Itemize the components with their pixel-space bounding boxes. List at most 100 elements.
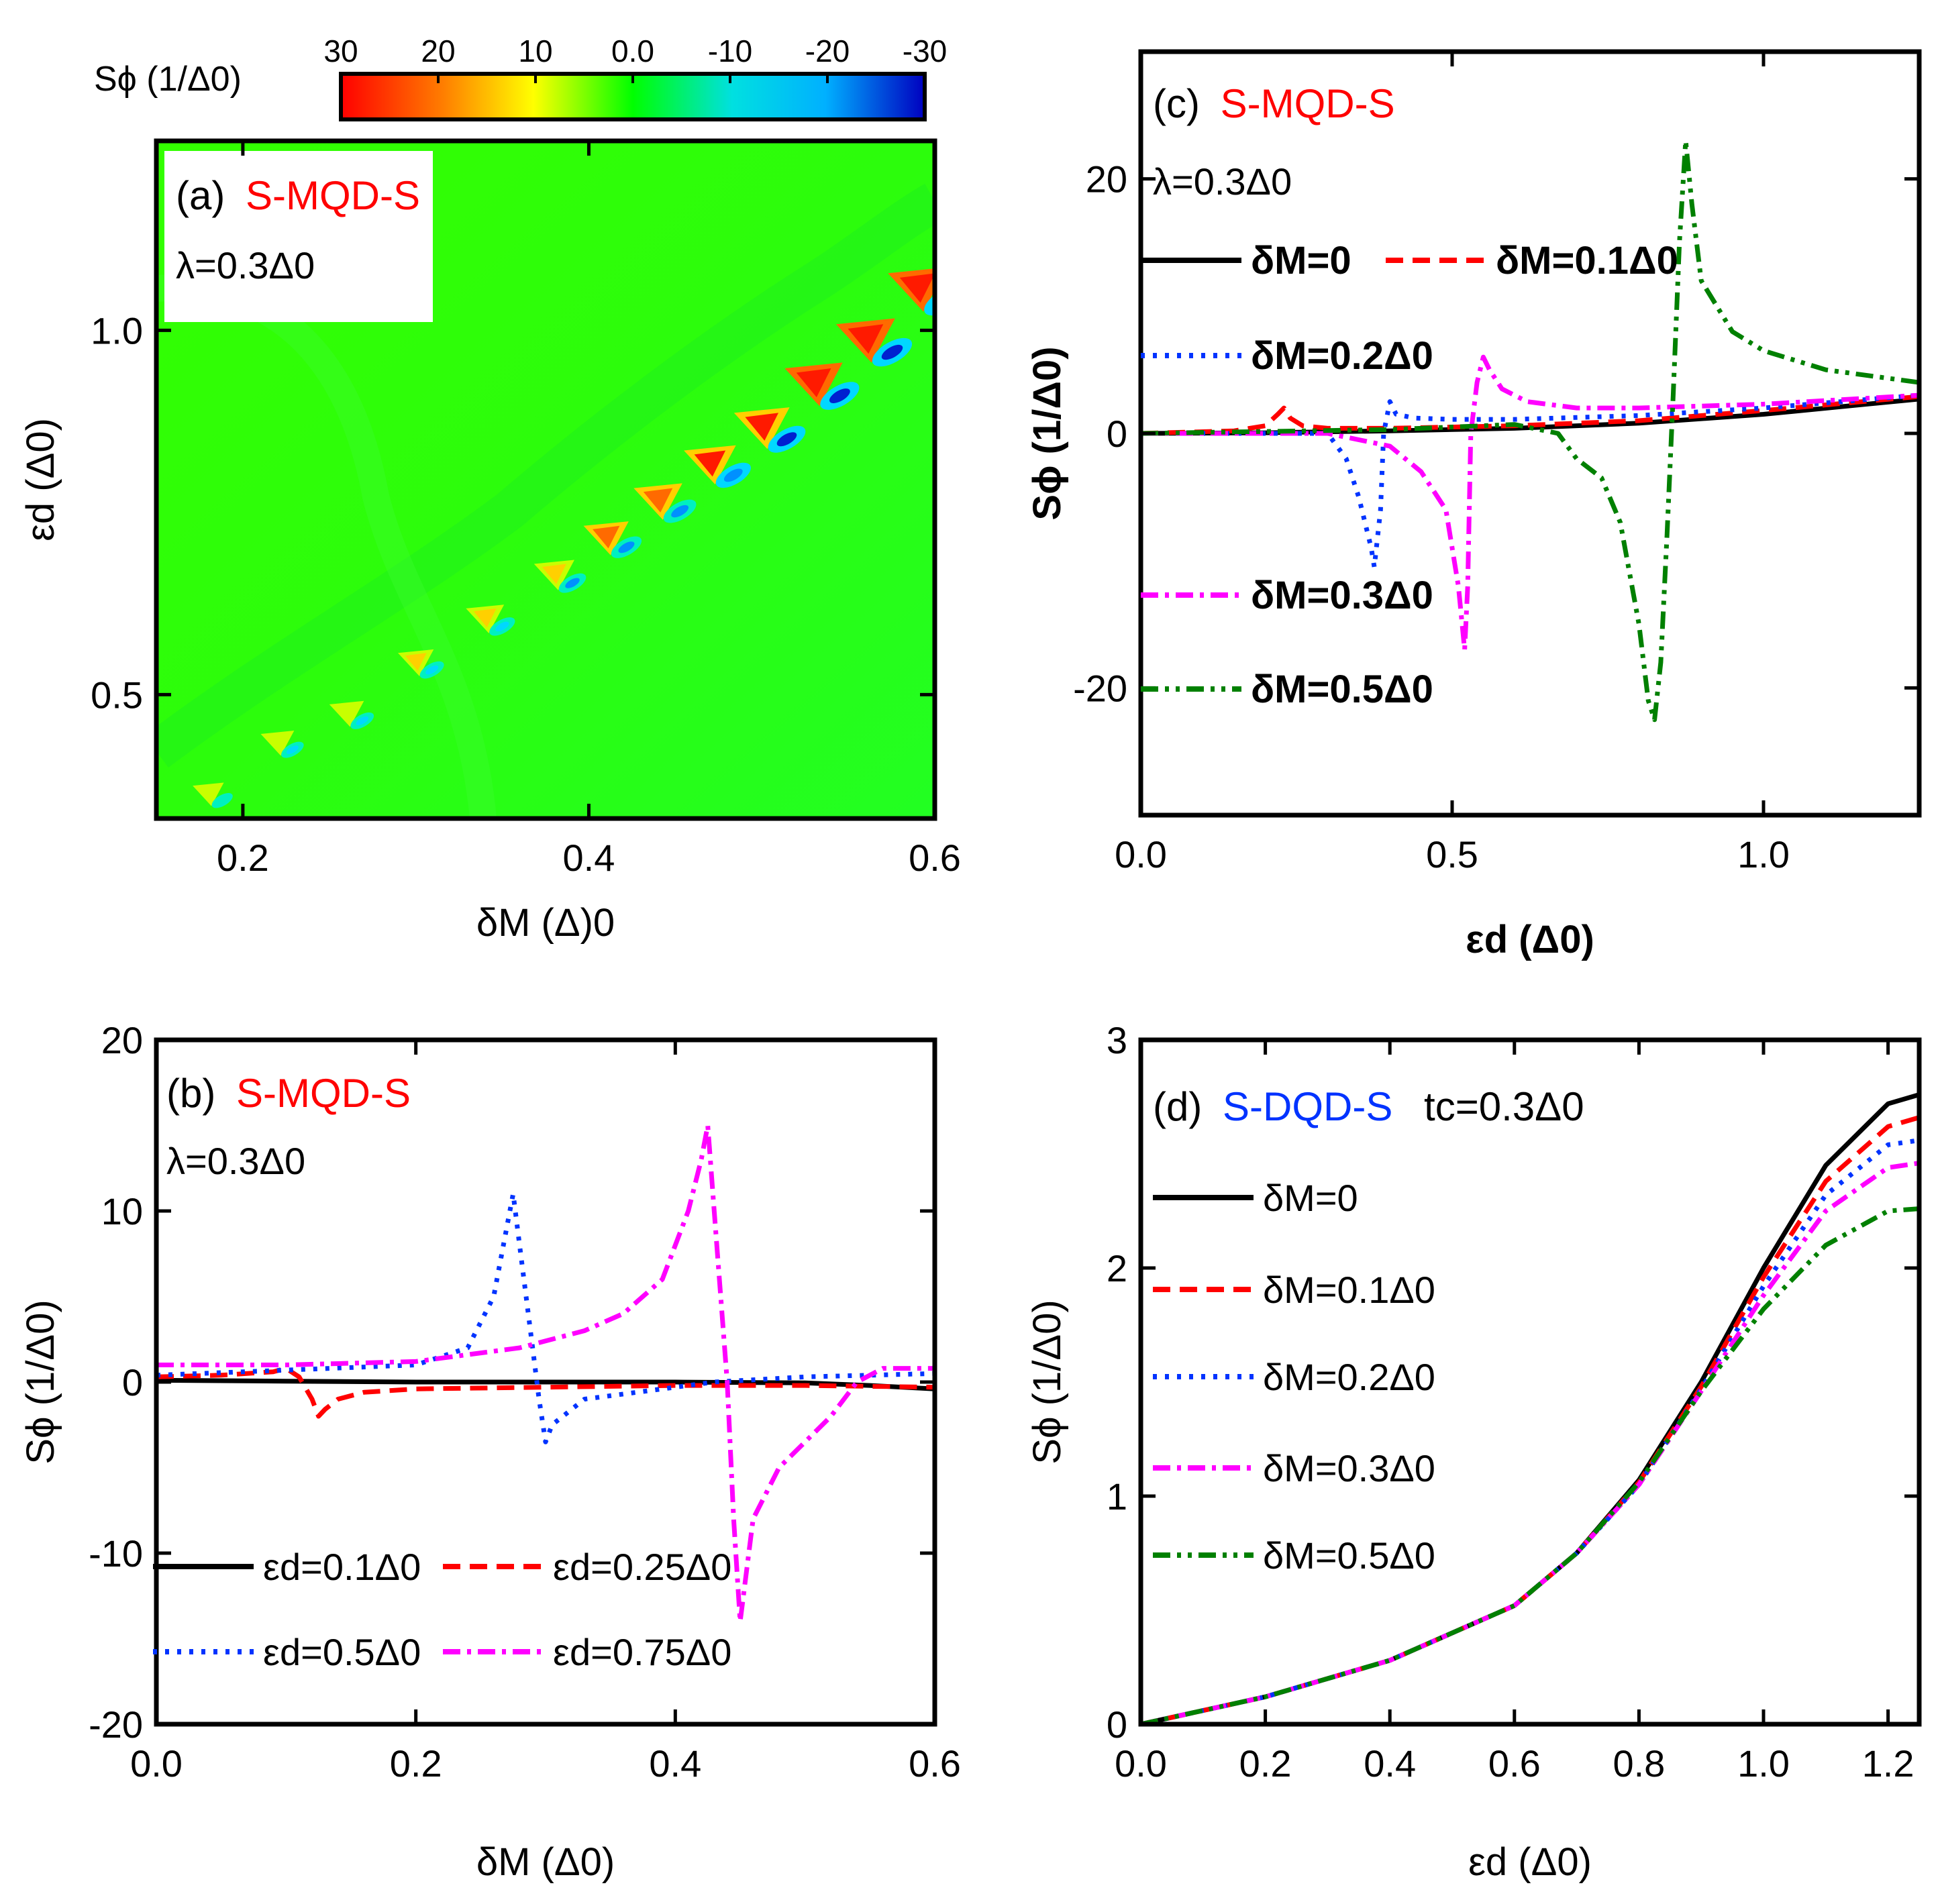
- panel-a-ylabel: εd (Δ0): [19, 418, 62, 541]
- panel-a-axes: 0.2 0.4 0.6 0.5 1.0: [91, 141, 961, 879]
- panel-c-xtick-label: 1.0: [1737, 833, 1790, 876]
- panel-c-ytick-label: 0: [1107, 413, 1127, 455]
- panel-d-xlabel: εd (Δ0): [1468, 1840, 1592, 1884]
- svg-text:(c) S-MQD-S: (c) S-MQD-S: [1153, 81, 1395, 126]
- panel-d-legend-label-2: δM=0.2Δ0: [1263, 1356, 1435, 1398]
- heatmap-lobe-negative: [565, 578, 580, 588]
- colorbar-tick-label: 0.0: [611, 34, 654, 68]
- panel-b-legend-label-2: εd=0.5Δ0: [263, 1631, 421, 1673]
- panel-b-legend-label-1: εd=0.25Δ0: [553, 1546, 731, 1588]
- panel-d-ylabel: Sϕ (1/Δ0): [1025, 1300, 1069, 1464]
- panel-d-xtick-label: 1.2: [1862, 1742, 1915, 1785]
- panel-b-param: λ=0.3Δ0: [166, 1140, 305, 1182]
- panel-a-system: S-MQD-S: [246, 173, 420, 218]
- heatmap-lobe-positive: [267, 733, 288, 751]
- panel-d-xtick-label: 0.8: [1613, 1742, 1665, 1785]
- heatmap-lobe-negative: [216, 796, 228, 805]
- heatmap-frame: [154, 138, 937, 821]
- heatmap-lobe-negative: [829, 388, 850, 403]
- panel-c-label: (c): [1153, 81, 1200, 126]
- svg-text:(b) S-MQD-S: (b) S-MQD-S: [166, 1071, 411, 1116]
- panel-a-label-box: [164, 151, 433, 322]
- panel-c-xlabel: εd (Δ0): [1466, 918, 1594, 961]
- panel-d-frame: [1138, 1037, 1922, 1727]
- panel-a-xtick-label: 0.4: [563, 837, 615, 879]
- panel-b-series-line-0: [156, 1377, 935, 1391]
- panel-b-xlabel: δM (Δ0): [476, 1840, 615, 1884]
- heatmap-lobe-positive: [899, 273, 935, 303]
- heatmap-lobe-positive: [643, 488, 673, 513]
- panel-c-ylabel: Sϕ (1/Δ0): [1025, 346, 1069, 520]
- panel-b-ytick-label: -20: [89, 1703, 143, 1746]
- panel-b-xtick-label: 0.2: [390, 1742, 442, 1785]
- panel-b-series: [156, 1123, 935, 1624]
- panel-d-legend-label-0: δM=0: [1263, 1177, 1358, 1219]
- panel-b-ytick-label: 0: [122, 1361, 143, 1404]
- heatmap-lobe-negative: [356, 716, 369, 725]
- colorbar-label: Sϕ (1/Δ0): [94, 60, 242, 99]
- resonance-lobes: [193, 268, 935, 808]
- panel-d-param: tc=0.3Δ0: [1424, 1084, 1584, 1129]
- heatmap-lobe-positive: [336, 704, 358, 722]
- panel-c-xtick-label: 0.0: [1115, 833, 1167, 876]
- panel-b-legend-label-3: εd=0.75Δ0: [553, 1631, 731, 1673]
- panel-d-ytick-label: 3: [1107, 1019, 1127, 1061]
- panel-b-xtick-label: 0.6: [909, 1742, 961, 1785]
- panel-c-legend: δM=0 δM=0.1Δ0 δM=0.2Δ0 δM=0.3Δ0 δM=0.5Δ0: [1141, 239, 1678, 711]
- panel-c-legend-label-2: δM=0.2Δ0: [1251, 334, 1433, 378]
- panel-c-legend-label-0: δM=0: [1251, 239, 1351, 282]
- panel-b-xtick-label: 0.0: [130, 1742, 183, 1785]
- panel-b-axes: 0.0 0.2 0.4 0.6 -20 -10 0 10 20: [89, 1019, 961, 1785]
- heatmap-lobe-negative: [671, 505, 689, 518]
- heatmap-lobe-positive: [745, 413, 779, 441]
- panel-c-series-line-3: [1141, 354, 1919, 652]
- panel-b-series-line-2: [156, 1192, 935, 1444]
- panel-a-label: (a): [176, 173, 225, 218]
- panel-b-series-line-1: [156, 1366, 935, 1419]
- heatmap-lobe-negative: [881, 344, 903, 360]
- panel-b-ylabel: Sϕ (1/Δ0): [19, 1300, 62, 1464]
- heatmap-lobe-positive: [473, 608, 497, 628]
- panel-c-series-line-4: [1141, 138, 1919, 723]
- heatmap-lobe-positive: [542, 564, 566, 584]
- panel-b-xtick-label: 0.4: [649, 1742, 701, 1785]
- panel-d-legend-label-1: δM=0.1Δ0: [1263, 1269, 1435, 1311]
- panel-c-axes: 0.0 0.5 1.0 -20 0 20: [1073, 52, 1919, 876]
- panel-d-axes: 0.0 0.2 0.4 0.6 0.8 1.0 1.2 0 1 2 3: [1107, 1019, 1919, 1785]
- panel-c-legend-label-3: δM=0.3Δ0: [1251, 574, 1433, 617]
- panel-c-xtick-label: 0.5: [1426, 833, 1478, 876]
- panel-a-param: λ=0.3Δ0: [176, 244, 315, 286]
- panel-d-series-line-1: [1141, 1115, 1919, 1724]
- panel-b-system: S-MQD-S: [236, 1071, 411, 1116]
- heatmap-lobe-negative: [618, 541, 635, 553]
- panel-d-legend-label-4: δM=0.5Δ0: [1263, 1534, 1435, 1577]
- panel-d-ytick-label: 2: [1107, 1247, 1127, 1289]
- heatmap-lobe-negative: [723, 468, 743, 482]
- panel-d-xtick-label: 0.2: [1239, 1742, 1292, 1785]
- panel-d-series-line-2: [1141, 1138, 1919, 1724]
- panel-a-xtick-label: 0.2: [217, 837, 269, 879]
- panel-d-label: (d): [1153, 1084, 1202, 1129]
- heatmap-lobe-negative: [495, 621, 509, 632]
- panel-c-series: [1141, 138, 1919, 723]
- panel-b: 0.0 0.2 0.4 0.6 -20 -10 0 10 20 (b) S-MQD-S λ=0.…: [19, 1019, 961, 1884]
- panel-d-xtick-label: 0.0: [1115, 1742, 1167, 1785]
- heatmap-lobe-positive: [405, 653, 427, 671]
- heatmap-lobe-negative: [425, 665, 439, 675]
- heatmap-contour: [156, 183, 935, 768]
- colorbar-tick-label: 10: [518, 34, 552, 68]
- panel-a: Sϕ (1/Δ0) 30 20 10 0.0 -10 -20 -30 (a) S-MQD-S…: [19, 34, 961, 945]
- panel-b-legend-label-0: εd=0.1Δ0: [263, 1546, 421, 1588]
- panel-d-xtick-label: 1.0: [1737, 1742, 1790, 1785]
- panel-c-series-line-1: [1141, 394, 1919, 436]
- panel-d-xtick-label: 0.6: [1488, 1742, 1541, 1785]
- panel-c: 0.0 0.5 1.0 -20 0 20 (c) S-MQD-S λ=0.3Δ0 δM=0…: [1025, 49, 1922, 961]
- heatmap-lobe-positive: [593, 525, 620, 549]
- panel-b-series-line-3: [156, 1123, 935, 1624]
- panel-d-ytick-label: 0: [1107, 1703, 1127, 1746]
- panel-b-legend: εd=0.1Δ0 εd=0.25Δ0 εd=0.5Δ0 εd=0.75Δ0: [153, 1546, 731, 1673]
- heatmap-lobe-positive: [796, 368, 831, 398]
- panel-c-param: λ=0.3Δ0: [1153, 160, 1292, 203]
- panel-d-series-line-0: [1141, 1092, 1919, 1724]
